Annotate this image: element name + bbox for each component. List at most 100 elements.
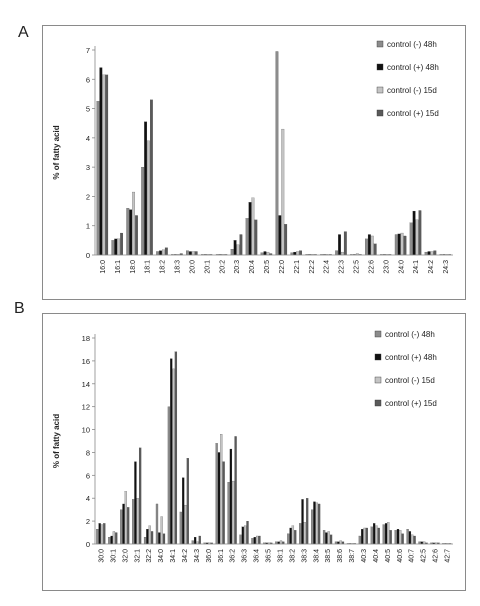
chart-panel-a: % of fatty acid 0 1 2 3 4 5 6 7 16:0 16:1 18:0 18:1 1… bbox=[42, 25, 466, 300]
x-tick-label: 32:1 bbox=[134, 549, 141, 563]
bar bbox=[233, 240, 237, 256]
bar bbox=[239, 234, 243, 256]
bar bbox=[281, 128, 285, 256]
x-tick-label: 38:1 bbox=[277, 549, 284, 563]
bar bbox=[256, 535, 259, 545]
x-tick-label: 38:3 bbox=[301, 549, 308, 563]
bar bbox=[413, 535, 416, 545]
bar bbox=[322, 530, 326, 545]
bar bbox=[162, 249, 165, 256]
x-tick-label: 22:3 bbox=[339, 260, 346, 274]
x-tick-label: 18:1 bbox=[145, 260, 152, 274]
bar bbox=[317, 503, 321, 545]
bar bbox=[294, 530, 297, 545]
bar bbox=[186, 458, 189, 545]
x-tick-label: 34:0 bbox=[158, 549, 165, 563]
bar bbox=[230, 249, 234, 256]
legend-swatch bbox=[376, 109, 384, 117]
bar bbox=[394, 234, 398, 256]
bar bbox=[403, 235, 407, 256]
legend-swatch bbox=[376, 40, 384, 48]
legend-label: control (+) 15d bbox=[385, 399, 437, 408]
bar bbox=[138, 447, 142, 545]
bar bbox=[236, 244, 240, 256]
bar bbox=[108, 537, 111, 545]
bar bbox=[194, 251, 198, 256]
bar bbox=[136, 498, 139, 545]
bar bbox=[396, 529, 400, 545]
bar bbox=[174, 351, 178, 545]
y-tick-label: 0 bbox=[86, 251, 90, 260]
x-tick-label: 24:2 bbox=[428, 260, 435, 274]
bar bbox=[408, 531, 412, 545]
y-tick-label: 3 bbox=[86, 163, 90, 172]
y-tick-label: 2 bbox=[86, 517, 90, 526]
legend-label: control (-) 48h bbox=[387, 40, 437, 49]
x-tick-label: 36:4 bbox=[254, 549, 261, 563]
bar bbox=[227, 482, 230, 545]
bar bbox=[384, 523, 388, 545]
x-tick-label: 30:0 bbox=[98, 549, 105, 563]
x-tick-label: 18:0 bbox=[130, 260, 137, 274]
y-tick-label: 8 bbox=[86, 448, 90, 457]
bar bbox=[129, 209, 133, 256]
x-tick-label: 36:0 bbox=[206, 549, 213, 563]
bar bbox=[370, 235, 374, 256]
bar bbox=[306, 498, 309, 545]
x-tick-label: 40:6 bbox=[397, 549, 404, 563]
bar bbox=[215, 443, 218, 545]
x-tick-label: 30:1 bbox=[110, 549, 117, 563]
legend-label: control (-) 15d bbox=[385, 376, 435, 385]
bar bbox=[411, 534, 414, 545]
bar bbox=[120, 232, 123, 256]
legend-swatch bbox=[374, 376, 382, 384]
bar bbox=[427, 251, 431, 256]
bar bbox=[191, 251, 195, 256]
bar bbox=[251, 197, 255, 256]
bar bbox=[158, 532, 161, 545]
bar bbox=[275, 51, 279, 256]
bar bbox=[191, 540, 194, 545]
bar bbox=[430, 251, 434, 256]
bar bbox=[424, 251, 428, 256]
legend-label: control (+) 48h bbox=[387, 63, 439, 72]
bar bbox=[194, 537, 197, 545]
bar bbox=[358, 535, 361, 545]
x-tick-label: 42:5 bbox=[421, 549, 428, 563]
bar bbox=[141, 167, 145, 256]
bar bbox=[184, 504, 187, 545]
legend-label: control (-) 48h bbox=[385, 330, 435, 339]
bar bbox=[96, 101, 100, 256]
bar bbox=[377, 527, 380, 545]
bar bbox=[186, 250, 189, 256]
bar bbox=[135, 215, 138, 256]
bar bbox=[120, 509, 123, 545]
bar bbox=[335, 250, 339, 256]
bar bbox=[232, 480, 235, 545]
x-tick-label: 42:6 bbox=[433, 549, 440, 563]
x-tick-label: 20:0 bbox=[189, 260, 196, 274]
bar bbox=[112, 531, 116, 545]
bar bbox=[382, 524, 385, 545]
x-tick-label: 34:2 bbox=[182, 549, 189, 563]
chart-a-svg: % of fatty acid 0 1 2 3 4 5 6 7 16:0 16:1 18:0 18:1 1… bbox=[52, 40, 453, 274]
bar bbox=[418, 210, 422, 256]
x-tick-label: 20:4 bbox=[249, 260, 256, 274]
bar bbox=[234, 436, 237, 545]
bar bbox=[406, 529, 409, 545]
bar bbox=[222, 461, 225, 545]
bar bbox=[315, 502, 318, 545]
x-tick-label: 38:7 bbox=[349, 549, 356, 563]
y-tick-label: 2 bbox=[86, 192, 90, 201]
bar bbox=[132, 191, 136, 256]
legend-swatch bbox=[376, 63, 384, 71]
bar bbox=[325, 532, 328, 545]
bar bbox=[148, 525, 151, 545]
legend-swatch bbox=[374, 330, 382, 338]
bar bbox=[132, 499, 135, 545]
bar bbox=[102, 74, 106, 256]
x-tick-label: 20:1 bbox=[204, 260, 211, 274]
y-tick-label: 10 bbox=[82, 426, 90, 435]
x-tick-label: 18:2 bbox=[160, 260, 167, 274]
y-tick-label: 14 bbox=[82, 380, 90, 389]
